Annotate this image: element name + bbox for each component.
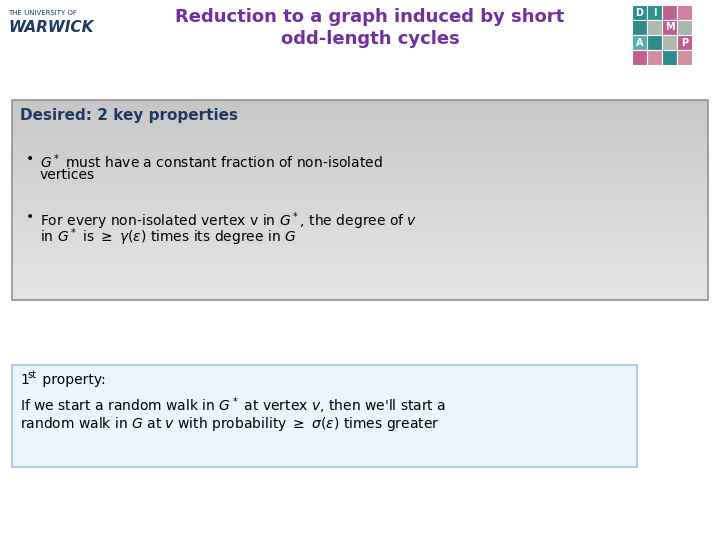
Bar [12,217,708,221]
Text: Desired: 2 key properties: Desired: 2 key properties [20,108,238,123]
Text: 1: 1 [20,373,29,387]
Bar [12,110,708,114]
Bar [12,260,708,265]
Text: •: • [26,210,35,224]
Bar [12,276,708,281]
Bar [12,207,708,211]
Text: For every non-isolated vertex v in $G^*$, the degree of $v$: For every non-isolated vertex v in $G^*$… [40,210,418,232]
Text: WARWICK: WARWICK [8,20,94,35]
Bar [12,177,708,181]
Bar [662,5,677,20]
Bar [12,290,708,294]
Bar [12,256,708,261]
Text: •: • [26,152,35,166]
Bar [662,20,677,35]
Text: P: P [681,37,688,48]
Bar [12,230,708,234]
Bar [12,100,708,300]
Bar [12,227,708,231]
Bar [12,157,708,161]
Bar [12,173,708,178]
Bar [12,264,708,268]
Text: D: D [636,8,644,17]
Bar [12,137,708,141]
Bar [12,365,637,467]
Bar [632,35,647,50]
Bar [12,267,708,271]
Bar [12,224,708,228]
Bar [12,170,708,174]
Bar [12,296,708,301]
Bar [12,204,708,208]
Bar [12,250,708,254]
Bar [12,273,708,278]
Bar [12,180,708,184]
Bar [12,293,708,298]
Bar [12,287,708,291]
Bar [12,130,708,134]
Text: If we start a random walk in $G^*$ at vertex $v$, then we'll start a: If we start a random walk in $G^*$ at ve… [20,395,446,416]
Text: in $G^*$ is $\geq$ $\gamma(\varepsilon)$ times its degree in $G$: in $G^*$ is $\geq$ $\gamma(\varepsilon)$… [40,226,297,248]
Bar [12,193,708,198]
Bar [12,163,708,167]
Bar [12,197,708,201]
Bar [12,103,708,107]
Bar [647,35,662,50]
Bar [12,143,708,147]
Bar [12,140,708,144]
Bar [12,187,708,191]
Bar [12,237,708,241]
Bar [677,35,692,50]
Text: M: M [665,23,675,32]
Text: A: A [636,37,643,48]
Bar [12,107,708,111]
Text: I: I [653,8,656,17]
Bar [662,35,677,50]
Bar [12,150,708,154]
Bar [662,50,677,65]
Bar [677,5,692,20]
Bar [12,244,708,248]
Bar [12,284,708,288]
Bar [12,210,708,214]
Bar [12,253,708,258]
Bar [677,20,692,35]
Bar [677,50,692,65]
Text: random walk in $G$ at $v$ with probability $\geq$ $\sigma(\varepsilon)$ times gr: random walk in $G$ at $v$ with probabili… [20,415,439,433]
Bar [12,233,708,238]
Bar [632,5,647,20]
Bar [12,270,708,274]
Bar [12,147,708,151]
Text: odd-length cycles: odd-length cycles [281,30,459,48]
Bar [12,167,708,171]
Bar [647,20,662,35]
Bar [12,240,708,244]
Bar [632,50,647,65]
Bar [647,50,662,65]
Bar [12,190,708,194]
Bar [12,220,708,224]
Bar [12,280,708,285]
Bar [12,133,708,138]
Text: vertices: vertices [40,168,95,182]
Bar [12,247,708,251]
Bar [12,213,708,218]
Bar [12,117,708,121]
Bar [12,113,708,118]
Bar [12,184,708,188]
Text: THE UNIVERSITY OF: THE UNIVERSITY OF [8,10,77,16]
Bar [632,20,647,35]
Bar [647,5,662,20]
Bar [12,153,708,158]
Text: $G^*$ must have a constant fraction of non-isolated: $G^*$ must have a constant fraction of n… [40,152,382,171]
Text: st: st [27,370,36,380]
Text: Reduction to a graph induced by short: Reduction to a graph induced by short [176,8,564,26]
Bar [12,160,708,164]
Bar [12,120,708,124]
Bar [12,127,708,131]
Bar [12,123,708,127]
Bar [12,200,708,204]
Bar [12,100,708,104]
Text: property:: property: [38,373,106,387]
